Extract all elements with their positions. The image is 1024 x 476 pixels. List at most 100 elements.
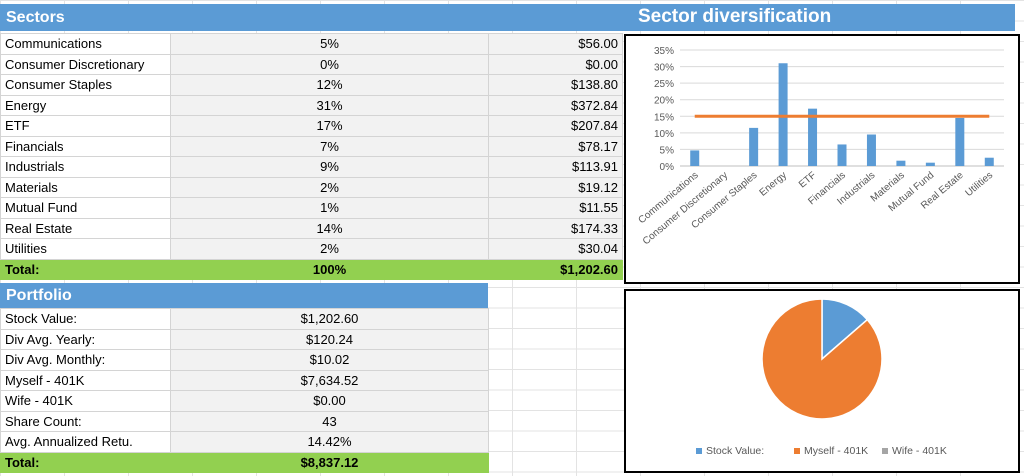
portfolio-total-value-cell[interactable]: $8,837.12 — [170, 451, 489, 473]
sector-amount-cell[interactable]: $30.04 — [488, 238, 623, 260]
bar[interactable] — [690, 150, 700, 166]
total-amount-cell[interactable]: $1,202.60 — [488, 258, 623, 280]
sector-row: Communications 5% $56.00 — [0, 33, 623, 55]
sector-row: Real Estate 14% $174.33 — [0, 217, 623, 239]
portfolio-label-cell[interactable]: Wife - 401K — [0, 390, 171, 412]
bar[interactable] — [749, 127, 759, 166]
portfolio-value-cell[interactable]: $0.00 — [170, 390, 489, 412]
sectors-header-label: Sectors — [6, 8, 65, 26]
y-tick-label: 25% — [654, 79, 674, 90]
sector-amount-cell[interactable]: $372.84 — [488, 94, 623, 116]
total-label-cell[interactable]: Total: — [0, 258, 171, 280]
sector-percent-cell[interactable]: 31% — [170, 94, 489, 116]
bar[interactable] — [955, 117, 965, 166]
bar-chart-svg: 0%5%10%15%20%25%30%35%CommunicationsCons… — [637, 46, 1004, 247]
legend-swatch — [794, 448, 800, 454]
portfolio-value-cell[interactable]: $1,202.60 — [170, 308, 489, 330]
sector-name-cell[interactable]: Consumer Staples — [0, 74, 171, 96]
y-tick-label: 10% — [654, 129, 674, 140]
portfolio-total-row: Total: $8,837.12 — [0, 451, 489, 473]
portfolio-value-cell[interactable]: 43 — [170, 410, 489, 432]
sector-amount-cell[interactable]: $78.17 — [488, 135, 623, 157]
y-tick-label: 0% — [660, 162, 675, 173]
legend-label: Stock Value: — [706, 445, 764, 457]
portfolio-value-cell[interactable]: $120.24 — [170, 328, 489, 350]
sector-amount-cell[interactable]: $56.00 — [488, 33, 623, 55]
sectors-table: Communications 5% $56.00 Consumer Discret… — [0, 33, 623, 280]
y-tick-label: 15% — [654, 112, 674, 123]
header-band — [170, 4, 1015, 31]
sector-name-cell[interactable]: ETF — [0, 115, 171, 137]
y-tick-label: 35% — [654, 46, 674, 57]
bar[interactable] — [837, 144, 847, 166]
sector-percent-cell[interactable]: 14% — [170, 217, 489, 239]
sector-name-cell[interactable]: Financials — [0, 135, 171, 157]
legend-swatch — [696, 448, 702, 454]
sector-row: Consumer Staples 12% $138.80 — [0, 74, 623, 96]
sector-row: Energy 31% $372.84 — [0, 94, 623, 116]
legend-swatch — [882, 448, 888, 454]
sector-amount-cell[interactable]: $19.12 — [488, 176, 623, 198]
sector-percent-cell[interactable]: 2% — [170, 238, 489, 260]
sector-name-cell[interactable]: Energy — [0, 94, 171, 116]
x-tick-label: Energy — [758, 170, 789, 199]
portfolio-label-cell[interactable]: Myself - 401K — [0, 369, 171, 391]
portfolio-label-cell[interactable]: Stock Value: — [0, 308, 171, 330]
sector-name-cell[interactable]: Communications — [0, 33, 171, 55]
portfolio-row: Avg. Annualized Retu. 14.42% — [0, 431, 489, 453]
sector-bar-chart[interactable]: 0% 5% 10% 15% 20% 25% 30% 35% Communications Cons… — [624, 34, 1020, 284]
bar[interactable] — [925, 162, 935, 166]
sector-name-cell[interactable]: Mutual Fund — [0, 197, 171, 219]
sectors-header[interactable]: Sectors — [0, 4, 170, 31]
sector-percent-cell[interactable]: 0% — [170, 53, 489, 75]
bar[interactable] — [984, 157, 994, 166]
sector-percent-cell[interactable]: 12% — [170, 74, 489, 96]
sector-row: Materials 2% $19.12 — [0, 176, 623, 198]
pie-slice[interactable] — [761, 298, 883, 420]
portfolio-label-cell[interactable]: Div Avg. Monthly: — [0, 349, 171, 371]
sector-percent-cell[interactable]: 17% — [170, 115, 489, 137]
portfolio-row: Div Avg. Monthly: $10.02 — [0, 349, 489, 371]
portfolio-label-cell[interactable]: Avg. Annualized Retu. — [0, 431, 171, 453]
portfolio-total-label-cell[interactable]: Total: — [0, 451, 171, 473]
sector-percent-cell[interactable]: 1% — [170, 197, 489, 219]
bar[interactable] — [778, 63, 788, 166]
sector-amount-cell[interactable]: $174.33 — [488, 217, 623, 239]
y-tick-label: 20% — [654, 96, 674, 107]
bar[interactable] — [866, 134, 876, 166]
sector-name-cell[interactable]: Utilities — [0, 238, 171, 260]
sector-percent-cell[interactable]: 9% — [170, 156, 489, 178]
sector-row: Utilities 2% $30.04 — [0, 238, 623, 260]
portfolio-label-cell[interactable]: Div Avg. Yearly: — [0, 328, 171, 350]
sector-percent-cell[interactable]: 5% — [170, 33, 489, 55]
sectors-total-row: Total: 100% $1,202.60 — [0, 258, 623, 280]
sector-amount-cell[interactable]: $207.84 — [488, 115, 623, 137]
portfolio-header[interactable]: Portfolio — [0, 283, 488, 308]
portfolio-label-cell[interactable]: Share Count: — [0, 410, 171, 432]
sector-amount-cell[interactable]: $0.00 — [488, 53, 623, 75]
sector-row: Industrials 9% $113.91 — [0, 156, 623, 178]
sector-name-cell[interactable]: Real Estate — [0, 217, 171, 239]
portfolio-table: Stock Value: $1,202.60 Div Avg. Yearly: $… — [0, 308, 489, 473]
sector-name-cell[interactable]: Consumer Discretionary — [0, 53, 171, 75]
bar[interactable] — [896, 160, 906, 166]
x-tick-label: Utilities — [963, 170, 995, 199]
sector-amount-cell[interactable]: $113.91 — [488, 156, 623, 178]
portfolio-value-cell[interactable]: $10.02 — [170, 349, 489, 371]
sector-amount-cell[interactable]: $138.80 — [488, 74, 623, 96]
bar[interactable] — [808, 108, 818, 166]
sector-name-cell[interactable]: Industrials — [0, 156, 171, 178]
sector-row: Mutual Fund 1% $11.55 — [0, 197, 623, 219]
y-tick-label: 5% — [660, 145, 675, 156]
sector-row: Financials 7% $78.17 — [0, 135, 623, 157]
legend-label: Wife - 401K — [892, 445, 947, 457]
portfolio-value-cell[interactable]: 14.42% — [170, 431, 489, 453]
portfolio-row: Stock Value: $1,202.60 — [0, 308, 489, 330]
portfolio-value-cell[interactable]: $7,634.52 — [170, 369, 489, 391]
sector-percent-cell[interactable]: 2% — [170, 176, 489, 198]
sector-percent-cell[interactable]: 7% — [170, 135, 489, 157]
sector-amount-cell[interactable]: $11.55 — [488, 197, 623, 219]
portfolio-pie-chart[interactable]: Stock Value: Myself - 401K Wife - 401K — [624, 289, 1020, 473]
sector-name-cell[interactable]: Materials — [0, 176, 171, 198]
total-percent-cell[interactable]: 100% — [170, 258, 489, 280]
